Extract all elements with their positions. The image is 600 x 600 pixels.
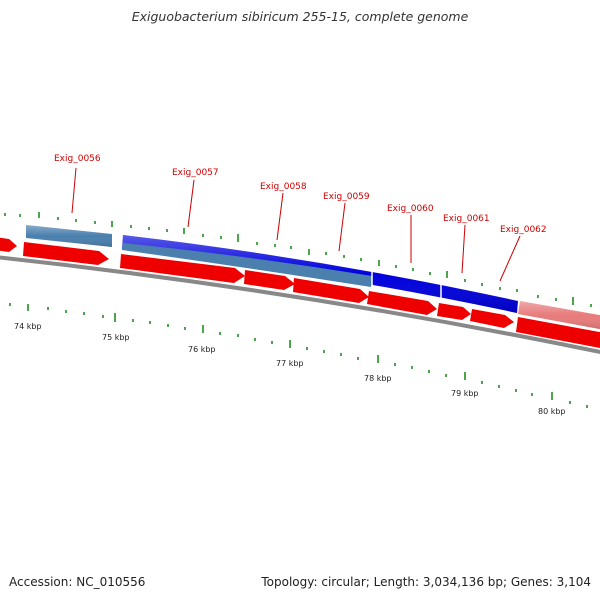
genome-backbone bbox=[0, 255, 600, 355]
gene-label-exig-0061[interactable]: Exig_0061 bbox=[443, 214, 490, 224]
gene-arrow-left-edge[interactable] bbox=[0, 237, 17, 252]
gene-label-exig-0059[interactable]: Exig_0059 bbox=[323, 192, 370, 202]
scale-label-79: 79 kbp bbox=[451, 389, 479, 398]
gene-arrow-exig-0057[interactable] bbox=[120, 254, 245, 283]
gene-arrow-exig-0056[interactable] bbox=[23, 242, 109, 265]
scale-label-78: 78 kbp bbox=[364, 374, 392, 383]
gene-arrow-exig-0060[interactable] bbox=[367, 291, 437, 315]
gene-label-exig-0062[interactable]: Exig_0062 bbox=[500, 225, 547, 235]
gene-label-exig-0057[interactable]: Exig_0057 bbox=[172, 168, 219, 178]
gene-labels: Exig_0056 Exig_0057 Exig_0058 Exig_0059 … bbox=[54, 154, 547, 235]
scale-label-75: 75 kbp bbox=[102, 333, 130, 342]
gene-arrow-exig-0061[interactable] bbox=[437, 303, 471, 320]
gene-arrow-exig-0059[interactable] bbox=[293, 278, 369, 303]
gene-label-exig-0060[interactable]: Exig_0060 bbox=[387, 204, 434, 214]
gene-arrow-exig-0062[interactable] bbox=[470, 309, 514, 328]
genome-summary-text: Topology: circular; Length: 3,034,136 bp… bbox=[261, 575, 591, 589]
accession-text: Accession: NC_010556 bbox=[9, 575, 146, 589]
feature-exig-0057-steel[interactable] bbox=[122, 243, 372, 287]
feature-separators bbox=[371, 271, 442, 298]
forward-genes bbox=[0, 237, 600, 349]
gene-arrow-right-edge[interactable] bbox=[516, 317, 600, 349]
gene-arrow-exig-0058[interactable] bbox=[244, 270, 295, 290]
gene-label-leaders bbox=[71, 167, 521, 282]
gene-label-exig-0056[interactable]: Exig_0056 bbox=[54, 154, 101, 164]
scale-label-77: 77 kbp bbox=[276, 359, 304, 368]
gene-label-exig-0058[interactable]: Exig_0058 bbox=[260, 182, 307, 192]
outer-ticks bbox=[4, 212, 592, 307]
scale-labels: 74 kbp 75 kbp 76 kbp 77 kbp 78 kbp 79 kb… bbox=[14, 322, 566, 416]
scale-label-80: 80 kbp bbox=[538, 407, 566, 416]
map-title: Exiguobacterium sibiricum 255-15, comple… bbox=[131, 9, 469, 24]
scale-label-74: 74 kbp bbox=[14, 322, 42, 331]
scale-label-76: 76 kbp bbox=[188, 345, 216, 354]
inner-ticks bbox=[9, 303, 588, 408]
